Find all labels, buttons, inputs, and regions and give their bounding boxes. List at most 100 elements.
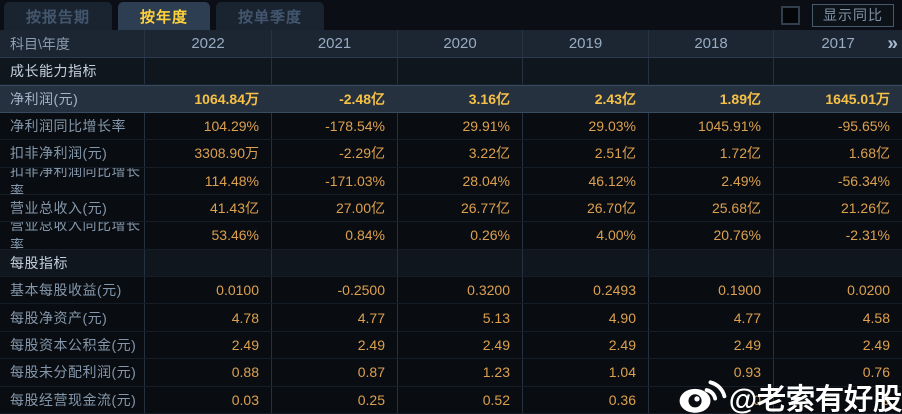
cell-value: 2.49 [649, 331, 774, 359]
year-header-2022: 2022 [145, 30, 272, 57]
cell-value [398, 58, 523, 85]
row-label: 成长能力指标 [0, 58, 145, 85]
cell-value: 1.72亿 [649, 140, 774, 167]
year-header-2017-label: 2017 [821, 35, 855, 52]
tab-single-quarter[interactable]: 按单季度 [216, 2, 325, 30]
year-header-2019: 2019 [523, 30, 649, 57]
row-label: 营业总收入同比增长率 [0, 222, 145, 249]
row-label: 每股资本公积金(元) [0, 331, 145, 359]
cell-value: 0.36 [523, 386, 649, 413]
more-years-chevron-icon[interactable]: » [887, 33, 898, 54]
cell-value [145, 58, 272, 85]
table-row[interactable]: 基本每股收益(元) 0.0100 -0.2500 0.3200 0.2493 0… [0, 277, 902, 305]
cell-value: 5.13 [398, 304, 523, 331]
corner-header: 科目\年度 [0, 30, 145, 57]
cell-value: 9 [882, 391, 890, 408]
table-row[interactable]: 净利润同比增长率 104.29% -178.54% 29.91% 29.03% … [0, 112, 902, 141]
cell-value: 1.68亿 [848, 145, 890, 162]
table-row[interactable]: 每股经营现金流(元) 0.03 0.25 0.52 0.36 0 9 [0, 386, 902, 414]
cell-value [774, 250, 902, 276]
cell-value: 4.77 [649, 304, 774, 331]
table-row[interactable]: 营业总收入(元) 41.43亿 27.00亿 26.77亿 26.70亿 25.… [0, 194, 902, 223]
tab-annual[interactable]: 按年度 [118, 2, 211, 30]
cell-value: 41.43亿 [145, 194, 272, 222]
table-header-row: 科目\年度 2022 2021 2020 2019 2018 2017 » [0, 30, 902, 58]
cell-value: 26.77亿 [398, 194, 523, 222]
cell-value: -2.29亿 [272, 140, 398, 167]
cell-value: 4.77 [272, 304, 398, 331]
cell-value [398, 249, 523, 276]
cell-value: -178.54% [272, 112, 398, 140]
cell-value: -56.34% [837, 172, 890, 189]
tabbar-spacer [330, 0, 781, 30]
row-label: 每股指标 [0, 249, 145, 276]
cell-value: 0.3200 [398, 277, 523, 304]
cell-value: 0.76 [862, 364, 890, 381]
cell-value: 0.52 [398, 386, 523, 413]
period-tabbar: 按报告期 按年度 按单季度 显示同比 [0, 0, 902, 30]
cell-value: 0.26% [398, 222, 523, 249]
cell-value: 2.49 [862, 336, 890, 353]
cell-value [523, 249, 649, 276]
year-header-2021: 2021 [272, 30, 398, 57]
cell-value: 1.89亿 [649, 86, 774, 112]
cell-value: -2.48亿 [272, 86, 398, 112]
show-yoy-button[interactable]: 显示同比 [812, 3, 894, 27]
section-header-row: 每股指标 [0, 249, 902, 277]
cell-value: 0.1900 [649, 277, 774, 304]
cell-value: 1045.91% [649, 112, 774, 140]
table-row[interactable]: 每股资本公积金(元) 2.49 2.49 2.49 2.49 2.49 2.49 [0, 331, 902, 360]
cell-value: 0.2493 [523, 277, 649, 304]
cell-value: 0.93 [649, 359, 774, 386]
cell-value: 114.48% [145, 167, 272, 194]
cell-value: 0 [649, 386, 774, 413]
cell-value: 20.76% [649, 222, 774, 249]
tab-report-period[interactable]: 按报告期 [4, 2, 113, 30]
cell-value: 28.04% [398, 167, 523, 194]
cell-value: 4.58 [862, 309, 890, 326]
cell-value: 27.00亿 [272, 194, 398, 222]
cell-value: 3.16亿 [398, 86, 523, 112]
table-row[interactable]: 营业总收入同比增长率 53.46% 0.84% 0.26% 4.00% 20.7… [0, 222, 902, 250]
cell-value: 4.78 [145, 304, 272, 331]
cell-value [272, 58, 398, 85]
cell-value: 29.03% [523, 112, 649, 140]
table-row[interactable]: 净利润(元) 1064.84万 -2.48亿 3.16亿 2.43亿 1.89亿… [0, 85, 902, 113]
cell-value: 1.04 [523, 359, 649, 386]
row-label: 基本每股收益(元) [0, 277, 145, 304]
cell-value [272, 249, 398, 276]
cell-value: 0.0200 [847, 282, 890, 299]
cell-value: 0.03 [145, 386, 272, 413]
year-header-2020: 2020 [398, 30, 523, 57]
row-label: 扣非净利润同比增长率 [0, 167, 145, 194]
cell-value: 2.49 [272, 331, 398, 359]
cell-value: -0.2500 [272, 277, 398, 304]
section-header-row: 成长能力指标 [0, 58, 902, 86]
table-row[interactable]: 每股净资产(元) 4.78 4.77 5.13 4.90 4.77 4.58 [0, 304, 902, 332]
row-label: 营业总收入(元) [0, 194, 145, 222]
cell-value: 4.00% [523, 222, 649, 249]
year-header-2018: 2018 [649, 30, 774, 57]
row-label: 扣非净利润(元) [0, 140, 145, 167]
show-yoy-checkbox[interactable] [781, 5, 800, 25]
cell-value: 0.84% [272, 222, 398, 249]
row-label: 净利润同比增长率 [0, 112, 145, 140]
row-label: 每股未分配利润(元) [0, 359, 145, 386]
cell-value [649, 249, 774, 276]
row-label: 每股净资产(元) [0, 304, 145, 331]
cell-value: 1064.84万 [145, 86, 272, 112]
cell-value: 1.23 [398, 359, 523, 386]
table-row[interactable]: 扣非净利润同比增长率 114.48% -171.03% 28.04% 46.12… [0, 167, 902, 195]
year-header-2017: 2017 » [774, 30, 902, 57]
cell-value: 1645.01万 [825, 91, 890, 108]
row-label: 净利润(元) [0, 86, 145, 112]
cell-value: -95.65% [837, 117, 890, 134]
table-row[interactable]: 每股未分配利润(元) 0.88 0.87 1.23 1.04 0.93 0.76 [0, 359, 902, 387]
cell-value [774, 58, 902, 84]
cell-value: 2.51亿 [523, 140, 649, 167]
cell-value: -2.31% [845, 227, 890, 244]
cell-value: 3.22亿 [398, 140, 523, 167]
cell-value: 3308.90万 [145, 140, 272, 167]
cell-value: 0.88 [145, 359, 272, 386]
table-row[interactable]: 扣非净利润(元) 3308.90万 -2.29亿 3.22亿 2.51亿 1.7… [0, 140, 902, 168]
